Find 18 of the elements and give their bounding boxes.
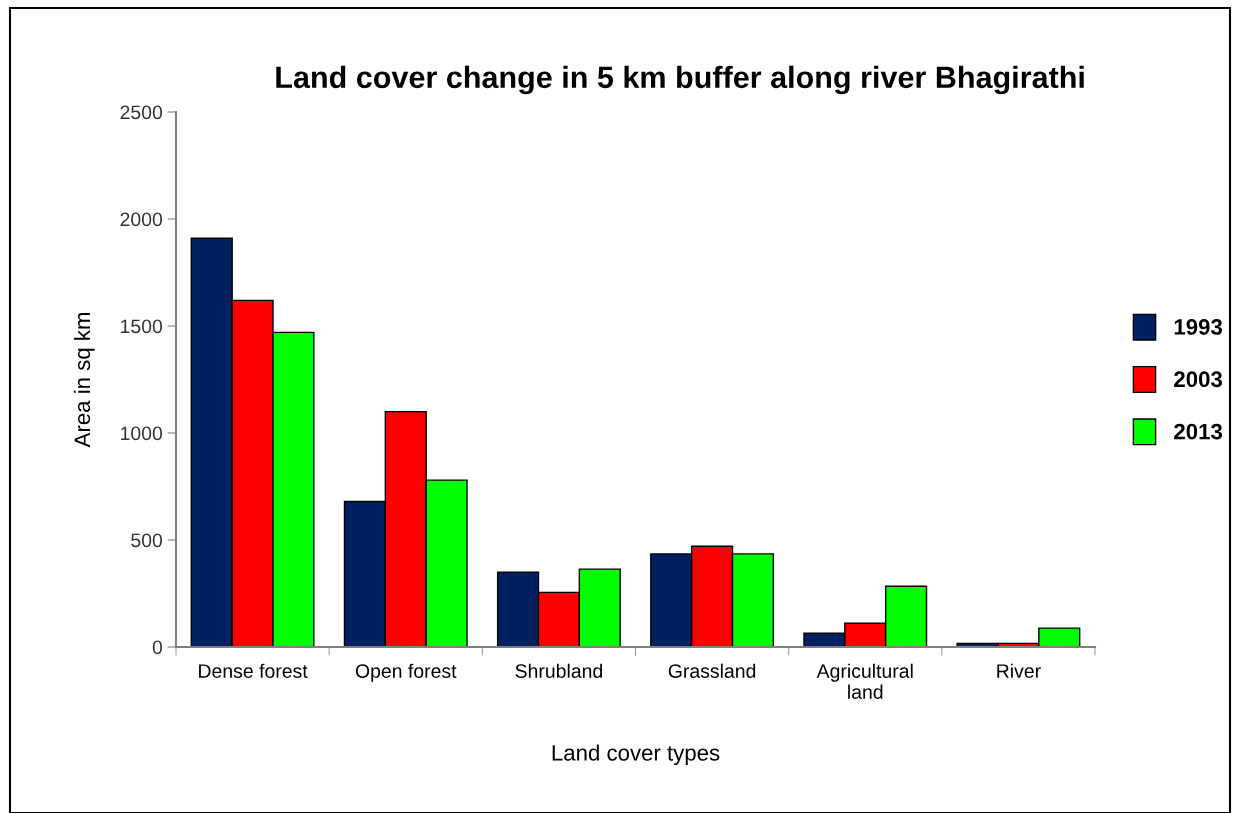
y-tick-label: 1500 [121, 319, 163, 334]
legend-label: 1993 [1174, 319, 1223, 335]
x-tick-label: Grassland [668, 663, 756, 678]
legend-label: 2003 [1174, 371, 1223, 388]
y-tick-label: 0 [152, 640, 163, 655]
x-tick-label: Dense forest [199, 663, 308, 678]
x-tick-label: Open forest [355, 663, 457, 682]
y-tick-label: 2000 [120, 212, 163, 227]
y-tick-label: 1000 [121, 426, 163, 441]
x-tick-label: River [997, 663, 1041, 678]
y-tick-label: 500 [131, 533, 163, 548]
legend-label: 2013 [1174, 423, 1223, 440]
x-axis-title: Land cover types [552, 744, 720, 766]
y-axis-title: Area in sq km [73, 313, 95, 448]
y-tick-label: 2500 [120, 105, 163, 120]
chart-title: Land cover change in 5 km buffer along river Bhagirathi [276, 65, 1084, 95]
x-tick-label: Agricultural land [816, 663, 913, 699]
x-tick-label: Shrubland [515, 663, 602, 678]
